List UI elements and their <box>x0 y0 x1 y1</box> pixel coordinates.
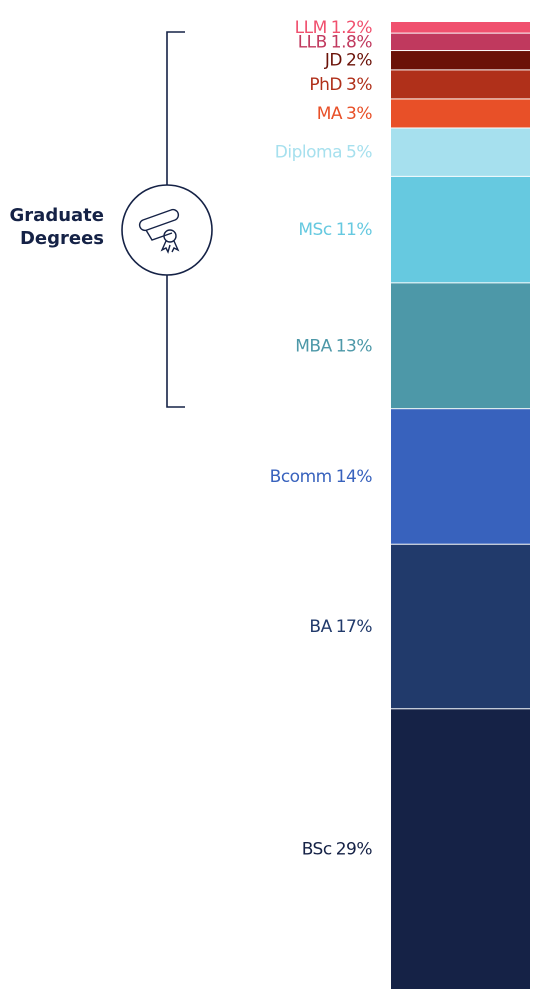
annotation: Graduate Degrees <box>9 205 104 249</box>
segment-label: LLM 1.2% <box>295 18 373 38</box>
value-label: 5% <box>346 143 372 163</box>
segment-label: JD 2% <box>324 51 372 71</box>
bar-segment <box>391 99 530 128</box>
segment-label: PhD 3% <box>309 75 372 95</box>
segment-label: Diploma 5% <box>275 143 373 163</box>
category-name: BSc <box>302 840 332 860</box>
bar-segment <box>391 409 530 544</box>
category-name: MSc <box>298 220 331 240</box>
segment-label: Bcomm 14% <box>270 467 373 487</box>
segment-label: MA 3% <box>317 104 373 124</box>
value-label: 14% <box>336 467 373 487</box>
bar-segment <box>391 128 530 176</box>
category-name: PhD <box>309 75 342 95</box>
value-label: 3% <box>346 75 372 95</box>
value-label: 13% <box>336 336 373 356</box>
bar-segment <box>391 544 530 709</box>
category-name: BA <box>309 617 332 637</box>
category-name: Bcomm <box>270 467 332 487</box>
value-label: 3% <box>346 104 372 124</box>
segment-label: MBA 13% <box>295 336 372 356</box>
bar-segment <box>391 176 530 283</box>
category-name: LLB <box>298 32 327 52</box>
value-label: 1.8% <box>331 32 373 52</box>
value-label: 2% <box>346 51 372 71</box>
value-label: 29% <box>336 840 373 860</box>
category-name: JD <box>324 51 343 71</box>
bar-segment <box>391 283 530 409</box>
bar-segment <box>391 709 530 989</box>
bracket <box>121 31 213 408</box>
bar-segment <box>391 33 530 51</box>
segment-label: LLB 1.8% <box>298 32 373 52</box>
diploma-icon <box>138 208 180 254</box>
value-label: 1.2% <box>331 18 373 38</box>
category-name: MA <box>317 104 343 124</box>
category-name: Diploma <box>275 143 342 163</box>
segment-label: BA 17% <box>309 617 372 637</box>
value-label: 11% <box>336 220 373 240</box>
category-name: LLM <box>295 18 327 38</box>
segment-label: BSc 29% <box>302 840 373 860</box>
bar-segment <box>391 51 530 70</box>
segment-label: MSc 11% <box>298 220 372 240</box>
bar-segment <box>391 70 530 99</box>
value-label: 17% <box>336 617 373 637</box>
category-name: MBA <box>295 336 332 356</box>
bar-segment <box>391 22 530 33</box>
